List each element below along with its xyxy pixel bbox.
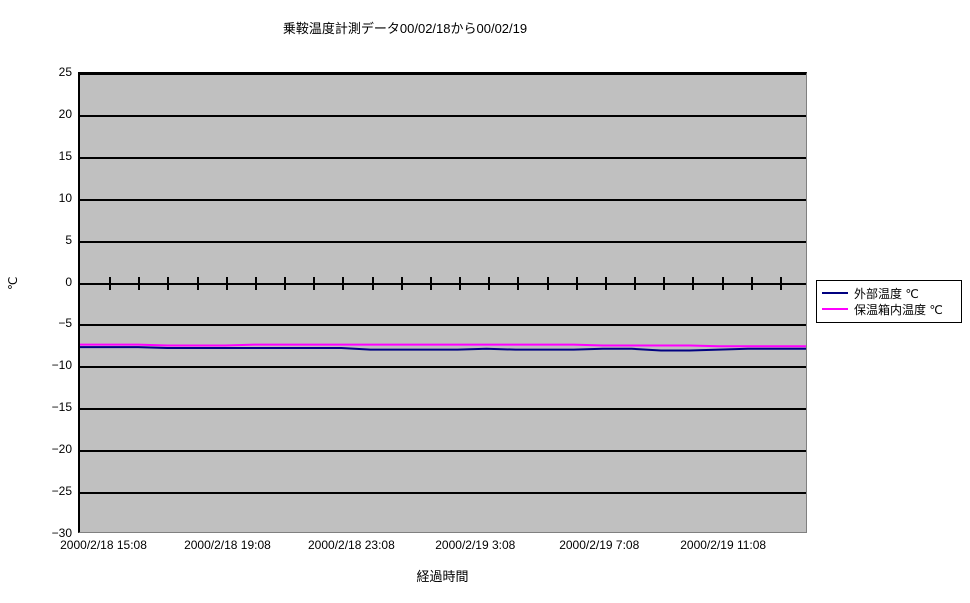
x-minor-tick	[692, 276, 695, 290]
x-minor-tick	[721, 276, 724, 290]
y-tick-label-20: 20	[58, 106, 72, 121]
x-minor-tick	[575, 276, 578, 290]
x-minor-tick	[663, 276, 666, 290]
x-minor-tick	[779, 276, 782, 290]
gridline--15	[80, 408, 806, 411]
y-tick-label-5: 5	[65, 232, 72, 247]
x-minor-tick	[459, 276, 462, 290]
legend-item[interactable]: 保温箱内温度 ℃	[822, 301, 956, 317]
legend-item-label: 保温箱内温度 ℃	[854, 302, 943, 317]
x-minor-tick	[634, 276, 637, 290]
x-minor-tick	[342, 276, 345, 290]
y-tick-label--10: −10	[51, 358, 72, 373]
x-tick-label: 2000/2/18 23:08	[308, 538, 395, 552]
x-tick-label: 2000/2/19 3:08	[435, 538, 516, 552]
x-minor-tick	[604, 276, 607, 290]
legend-item-label: 外部温度 ℃	[854, 286, 919, 301]
legend-line-swatch-icon	[822, 292, 848, 294]
x-minor-tick	[196, 276, 199, 290]
x-axis-title: 経過時間	[416, 569, 469, 584]
gridline-10	[80, 198, 806, 201]
x-tick-label: 2000/2/19 7:08	[559, 538, 640, 552]
y-tick-label--30: −30	[51, 526, 72, 540]
x-minor-tick	[750, 276, 753, 290]
x-minor-tick	[138, 276, 141, 290]
y-tick-label--20: −20	[51, 442, 72, 457]
y-tick-label--25: −25	[51, 484, 72, 499]
gridline-0	[80, 282, 806, 285]
y-tick-label-0: 0	[65, 274, 72, 289]
y-axis-title: ℃	[6, 276, 20, 290]
gridline--25	[80, 492, 806, 495]
x-minor-tick	[254, 276, 257, 290]
series-line	[80, 347, 806, 350]
plot-area	[78, 72, 807, 533]
y-tick-label-25: 25	[58, 65, 72, 79]
x-axis-minor-ticks	[80, 74, 806, 532]
x-minor-tick	[400, 276, 403, 290]
gridlines	[80, 74, 806, 532]
x-minor-tick	[225, 276, 228, 290]
gridline-25	[80, 74, 806, 75]
series-line	[80, 345, 806, 347]
x-minor-tick	[109, 276, 112, 290]
chart-title: 乗鞍温度計測データ00/02/18から00/02/19	[282, 21, 528, 36]
x-minor-tick	[517, 276, 520, 290]
y-tick-label-15: 15	[58, 148, 72, 163]
y-axis-tick-labels: 25 20 15 10 5 0 −5 −10 −15 −20 −25 −30	[8, 0, 72, 603]
x-minor-tick	[488, 276, 491, 290]
x-tick-label: 2000/2/19 11:08	[680, 538, 767, 552]
gridline-20	[80, 114, 806, 117]
chart-legend: 外部温度 ℃ 保温箱内温度 ℃	[816, 280, 962, 323]
x-tick-label: 2000/2/18 19:08	[184, 538, 271, 552]
legend-item[interactable]: 外部温度 ℃	[822, 285, 956, 301]
x-minor-tick	[546, 276, 549, 290]
y-tick-label--15: −15	[51, 400, 72, 415]
x-minor-tick	[167, 276, 170, 290]
gridline--10	[80, 366, 806, 369]
x-minor-tick	[371, 276, 374, 290]
legend-line-swatch-icon	[822, 308, 848, 310]
x-minor-tick	[429, 276, 432, 290]
gridline--5	[80, 324, 806, 327]
gridline--20	[80, 450, 806, 453]
gridline-5	[80, 240, 806, 243]
series-layer	[80, 74, 806, 532]
x-minor-tick	[313, 276, 316, 290]
y-tick-label-10: 10	[58, 190, 72, 205]
x-minor-tick	[284, 276, 287, 290]
y-tick-label--5: −5	[58, 316, 72, 331]
gridline-15	[80, 156, 806, 159]
x-axis-tick-labels: 2000/2/18 15:08 2000/2/18 19:08 2000/2/18 …	[0, 538, 970, 558]
x-tick-label: 2000/2/18 15:08	[60, 538, 147, 552]
